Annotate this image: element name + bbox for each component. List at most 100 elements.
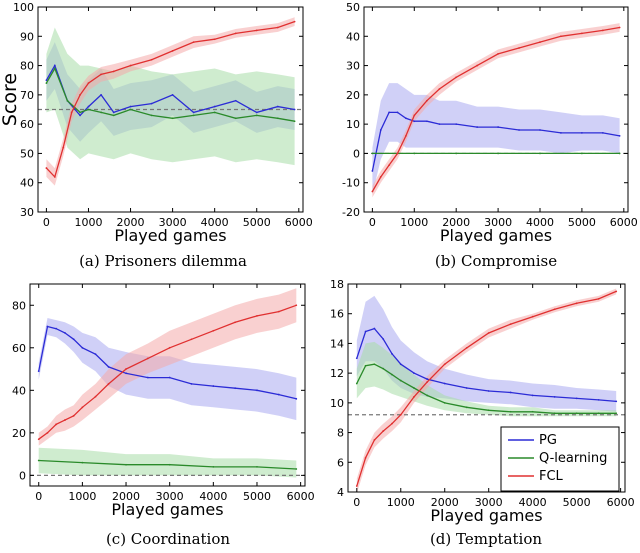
point-fcl: [355, 485, 358, 487]
y-tick-label: 40: [346, 30, 360, 43]
point-q-learning: [615, 412, 618, 415]
point-fcl: [364, 456, 367, 459]
x-axis-label: Played games: [114, 226, 226, 245]
x-tick-label: 2000: [442, 216, 470, 229]
point-fcl: [150, 58, 153, 61]
point-pg: [72, 338, 75, 341]
chart-caption: (a) Prisoners dilemma: [79, 252, 247, 270]
point-pg: [518, 129, 520, 131]
chart-caption: (d) Temptation: [430, 530, 542, 548]
point-pg: [455, 123, 458, 126]
band-q-learning: [356, 341, 617, 417]
point-fcl: [539, 41, 541, 44]
point-fcl: [87, 82, 90, 85]
y-tick-label: 60: [12, 342, 26, 355]
point-pg: [293, 108, 296, 111]
point-fcl: [295, 304, 298, 307]
point-q-learning: [100, 111, 102, 114]
point-fcl: [213, 38, 216, 41]
point-q-learning: [129, 108, 132, 111]
point-fcl: [112, 70, 115, 73]
point-pg: [379, 129, 382, 131]
point-fcl: [553, 308, 556, 311]
y-tick-label: 50: [20, 147, 34, 160]
point-pg: [399, 363, 402, 366]
plot-area: [348, 288, 625, 492]
point-pg: [581, 132, 583, 134]
series-q-learning: [45, 67, 295, 122]
y-tick-label: 18: [330, 278, 344, 291]
point-fcl: [487, 332, 490, 334]
point-pg: [615, 400, 618, 403]
x-tick-label: 6000: [610, 216, 638, 229]
y-tick-label: 60: [20, 118, 34, 131]
band-pg: [38, 318, 297, 421]
point-fcl: [81, 406, 84, 409]
point-q-learning: [171, 117, 174, 120]
point-q-learning: [81, 461, 84, 464]
plot-frame: [347, 283, 626, 493]
point-fcl: [601, 29, 604, 32]
x-tick-label: 4000: [201, 216, 229, 229]
point-fcl: [373, 439, 376, 441]
point-pg: [87, 105, 90, 108]
point-q-learning: [413, 387, 415, 389]
point-fcl: [399, 413, 402, 416]
point-fcl: [531, 315, 534, 318]
y-tick-label: 90: [20, 30, 34, 43]
point-fcl: [277, 310, 280, 313]
point-q-learning: [465, 406, 468, 409]
plot-area: [30, 288, 305, 478]
point-fcl: [276, 26, 279, 29]
x-tick-label: 0: [353, 496, 360, 509]
point-fcl: [575, 302, 578, 305]
point-fcl: [476, 64, 479, 67]
point-pg: [255, 111, 258, 114]
y-tick-label: 30: [346, 60, 360, 73]
point-pg: [81, 346, 84, 349]
point-q-learning: [539, 152, 541, 155]
y-tick-label: 10: [330, 397, 344, 410]
point-fcl: [396, 152, 399, 155]
point-pg: [388, 111, 391, 114]
point-q-learning: [45, 82, 48, 85]
point-q-learning: [497, 152, 499, 155]
plot-area: [38, 17, 303, 186]
point-pg: [601, 132, 604, 134]
band-pg: [372, 83, 620, 195]
point-pg: [509, 391, 512, 394]
chart-1: [37, 6, 304, 213]
point-fcl: [597, 297, 600, 300]
point-pg: [100, 93, 102, 96]
point-pg: [371, 170, 374, 172]
point-fcl: [192, 41, 195, 44]
legend-label: PG: [539, 433, 557, 448]
point-q-learning: [597, 412, 600, 415]
y-tick-label: 20: [346, 89, 360, 102]
point-q-learning: [168, 463, 171, 466]
x-tick-label: 6000: [287, 490, 315, 503]
point-pg: [168, 376, 171, 379]
point-q-learning: [53, 67, 56, 70]
point-pg: [276, 105, 279, 108]
point-fcl: [45, 167, 48, 169]
x-tick-label: 5000: [243, 216, 271, 229]
point-fcl: [212, 329, 215, 332]
x-tick-label: 0: [369, 216, 376, 229]
point-q-learning: [256, 465, 258, 468]
point-q-learning: [150, 114, 153, 117]
point-fcl: [55, 423, 58, 426]
point-pg: [125, 372, 127, 375]
point-fcl: [443, 363, 446, 366]
point-q-learning: [276, 117, 279, 120]
point-q-learning: [575, 412, 578, 415]
x-tick-label: 0: [43, 216, 50, 229]
point-fcl: [405, 134, 407, 137]
y-tick-label: -20: [342, 206, 360, 219]
point-pg: [150, 102, 153, 105]
legend-label: FCL: [539, 469, 564, 484]
point-pg: [190, 383, 193, 385]
point-pg: [391, 352, 393, 355]
y-tick-label: 0: [353, 147, 360, 160]
point-q-learning: [581, 152, 583, 155]
